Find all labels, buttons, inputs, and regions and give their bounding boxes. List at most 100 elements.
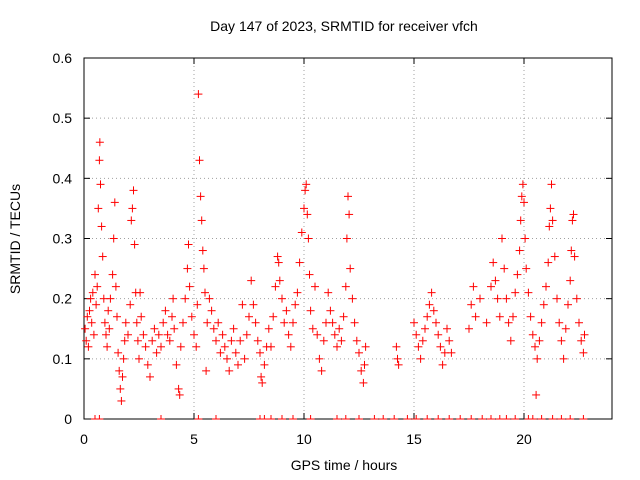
data-point xyxy=(564,300,572,309)
data-point xyxy=(301,186,310,195)
zero-value-point xyxy=(390,415,399,420)
x-tick-label: 20 xyxy=(516,431,532,447)
data-point xyxy=(247,276,256,285)
zero-value-point xyxy=(557,415,566,420)
data-point xyxy=(242,330,251,339)
zero-value-point xyxy=(478,415,487,420)
data-point xyxy=(555,318,564,327)
data-point xyxy=(469,282,478,291)
data-point xyxy=(267,342,275,351)
zero-value-point xyxy=(524,415,533,420)
data-point xyxy=(193,300,202,309)
axis-ticks: 0 0.1 0.2 0.3 0.4 0.5 0.6 0 5 10 15 20 xyxy=(53,50,612,447)
data-point xyxy=(190,330,198,339)
data-point xyxy=(315,354,324,363)
data-point xyxy=(467,300,476,309)
data-point xyxy=(550,252,559,261)
data-point xyxy=(520,198,528,207)
x-tick-label: 15 xyxy=(406,431,422,447)
data-point xyxy=(117,396,126,405)
zero-value-point xyxy=(260,415,269,420)
data-point xyxy=(203,318,212,327)
data-point xyxy=(165,336,174,345)
data-point xyxy=(103,342,112,351)
data-point xyxy=(414,342,423,351)
data-point xyxy=(330,330,339,339)
data-point xyxy=(135,354,143,363)
data-point xyxy=(443,324,451,333)
data-point xyxy=(513,270,522,279)
data-point xyxy=(136,288,145,297)
data-point xyxy=(421,324,429,333)
data-point xyxy=(346,264,355,273)
data-point xyxy=(198,246,207,255)
data-point xyxy=(146,372,154,381)
data-point xyxy=(289,318,297,327)
data-point xyxy=(482,318,491,327)
data-point xyxy=(201,288,209,297)
data-point xyxy=(539,300,548,309)
data-point xyxy=(306,306,315,315)
data-point xyxy=(258,378,267,387)
data-point xyxy=(297,228,306,237)
zero-value-point xyxy=(487,415,495,420)
data-point xyxy=(333,342,341,351)
data-point xyxy=(141,342,150,351)
data-point xyxy=(344,192,352,201)
data-point xyxy=(572,294,581,303)
data-point xyxy=(273,252,282,261)
data-point xyxy=(87,318,96,327)
y-axis-label: SRMTID / TECUs xyxy=(7,184,23,294)
data-point xyxy=(553,294,561,303)
data-point xyxy=(498,234,506,243)
data-point xyxy=(163,330,172,339)
data-point xyxy=(286,342,295,351)
data-point xyxy=(106,294,115,303)
zero-value-point xyxy=(95,415,104,420)
data-point xyxy=(234,360,242,369)
data-point xyxy=(110,198,119,207)
y-tick-label: 0.1 xyxy=(53,351,73,367)
y-tick-label: 0.3 xyxy=(53,231,73,247)
data-point xyxy=(275,276,284,285)
data-point xyxy=(98,252,107,261)
data-point xyxy=(109,234,118,243)
data-point xyxy=(113,312,121,321)
data-point xyxy=(89,330,98,339)
zero-value-point xyxy=(579,415,588,420)
data-point xyxy=(393,354,402,363)
data-point xyxy=(302,180,311,189)
zero-value-point xyxy=(528,415,537,420)
data-point xyxy=(256,348,264,357)
data-point xyxy=(126,300,135,309)
y-tick-label: 0 xyxy=(64,411,72,427)
data-point xyxy=(544,258,553,267)
data-point xyxy=(493,294,502,303)
data-point xyxy=(548,216,557,225)
data-point xyxy=(313,330,322,339)
data-point xyxy=(547,180,556,189)
data-point xyxy=(359,378,368,387)
data-point xyxy=(342,234,351,243)
zero-value-point xyxy=(212,415,220,420)
data-point xyxy=(195,156,204,165)
data-point xyxy=(139,330,148,339)
zero-value-point xyxy=(445,415,454,420)
data-point xyxy=(104,306,113,315)
data-point xyxy=(361,342,370,351)
data-point xyxy=(238,300,247,309)
data-point xyxy=(137,312,146,321)
data-point xyxy=(561,324,570,333)
data-point xyxy=(434,330,443,339)
data-point xyxy=(423,312,432,321)
data-point xyxy=(85,306,94,315)
data-point xyxy=(183,264,192,273)
data-point xyxy=(432,318,440,327)
data-point xyxy=(429,306,438,315)
zero-value-point xyxy=(502,415,511,420)
data-point xyxy=(174,384,183,393)
data-point xyxy=(526,312,535,321)
zero-value-point xyxy=(91,415,99,420)
data-point xyxy=(425,300,434,309)
data-point xyxy=(216,348,225,357)
